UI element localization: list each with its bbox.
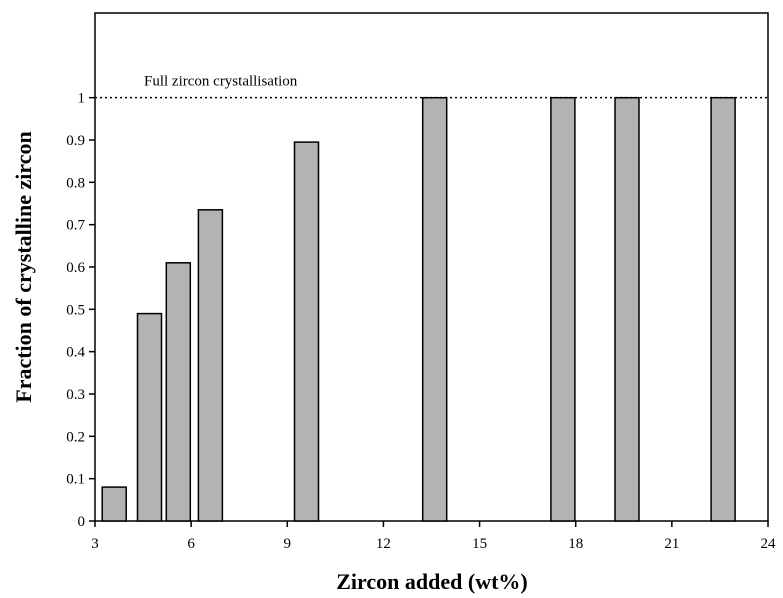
y-tick-label: 0.1 (66, 472, 85, 488)
y-tick-label: 0 (78, 514, 86, 530)
y-tick-label: 0.8 (66, 175, 85, 191)
bar (165, 262, 192, 522)
y-axis-title: Fraction of crystalline zircon (11, 131, 36, 402)
y-tick-label: 0.4 (66, 345, 85, 361)
y-tick-label: 0.3 (66, 387, 85, 403)
y-tick-label: 0.5 (66, 302, 85, 318)
y-tick-label: 0.2 (66, 429, 85, 445)
y-tick-label: 0.9 (66, 133, 85, 149)
full-crystallisation-label: Full zircon crystallisation (144, 74, 298, 90)
x-axis-title: Zircon added (wt%) (336, 569, 528, 594)
x-tick-label: 15 (472, 536, 487, 552)
bar (421, 96, 448, 522)
bar (197, 209, 224, 522)
bar (293, 141, 320, 522)
y-tick-label: 1 (78, 91, 86, 107)
bar (550, 96, 576, 522)
x-tick-label: 12 (376, 536, 391, 552)
x-axis-ticks: 3 6 9 12 15 18 21 24 (91, 521, 776, 552)
x-tick-label: 21 (664, 536, 679, 552)
bar (136, 312, 163, 522)
bars-group (101, 96, 736, 522)
x-tick-label: 3 (91, 536, 99, 552)
x-tick-label: 24 (761, 536, 777, 552)
bar (101, 486, 127, 522)
y-tick-label: 0.6 (66, 260, 85, 276)
x-tick-label: 18 (568, 536, 583, 552)
x-tick-label: 6 (187, 536, 195, 552)
bar (614, 96, 640, 522)
y-axis-ticks: 0 0.1 0.2 0.3 0.4 0.5 0.6 0.7 0.8 0.9 1 (66, 91, 95, 530)
x-tick-label: 9 (284, 536, 292, 552)
bar (710, 96, 736, 522)
y-tick-label: 0.7 (66, 218, 85, 234)
